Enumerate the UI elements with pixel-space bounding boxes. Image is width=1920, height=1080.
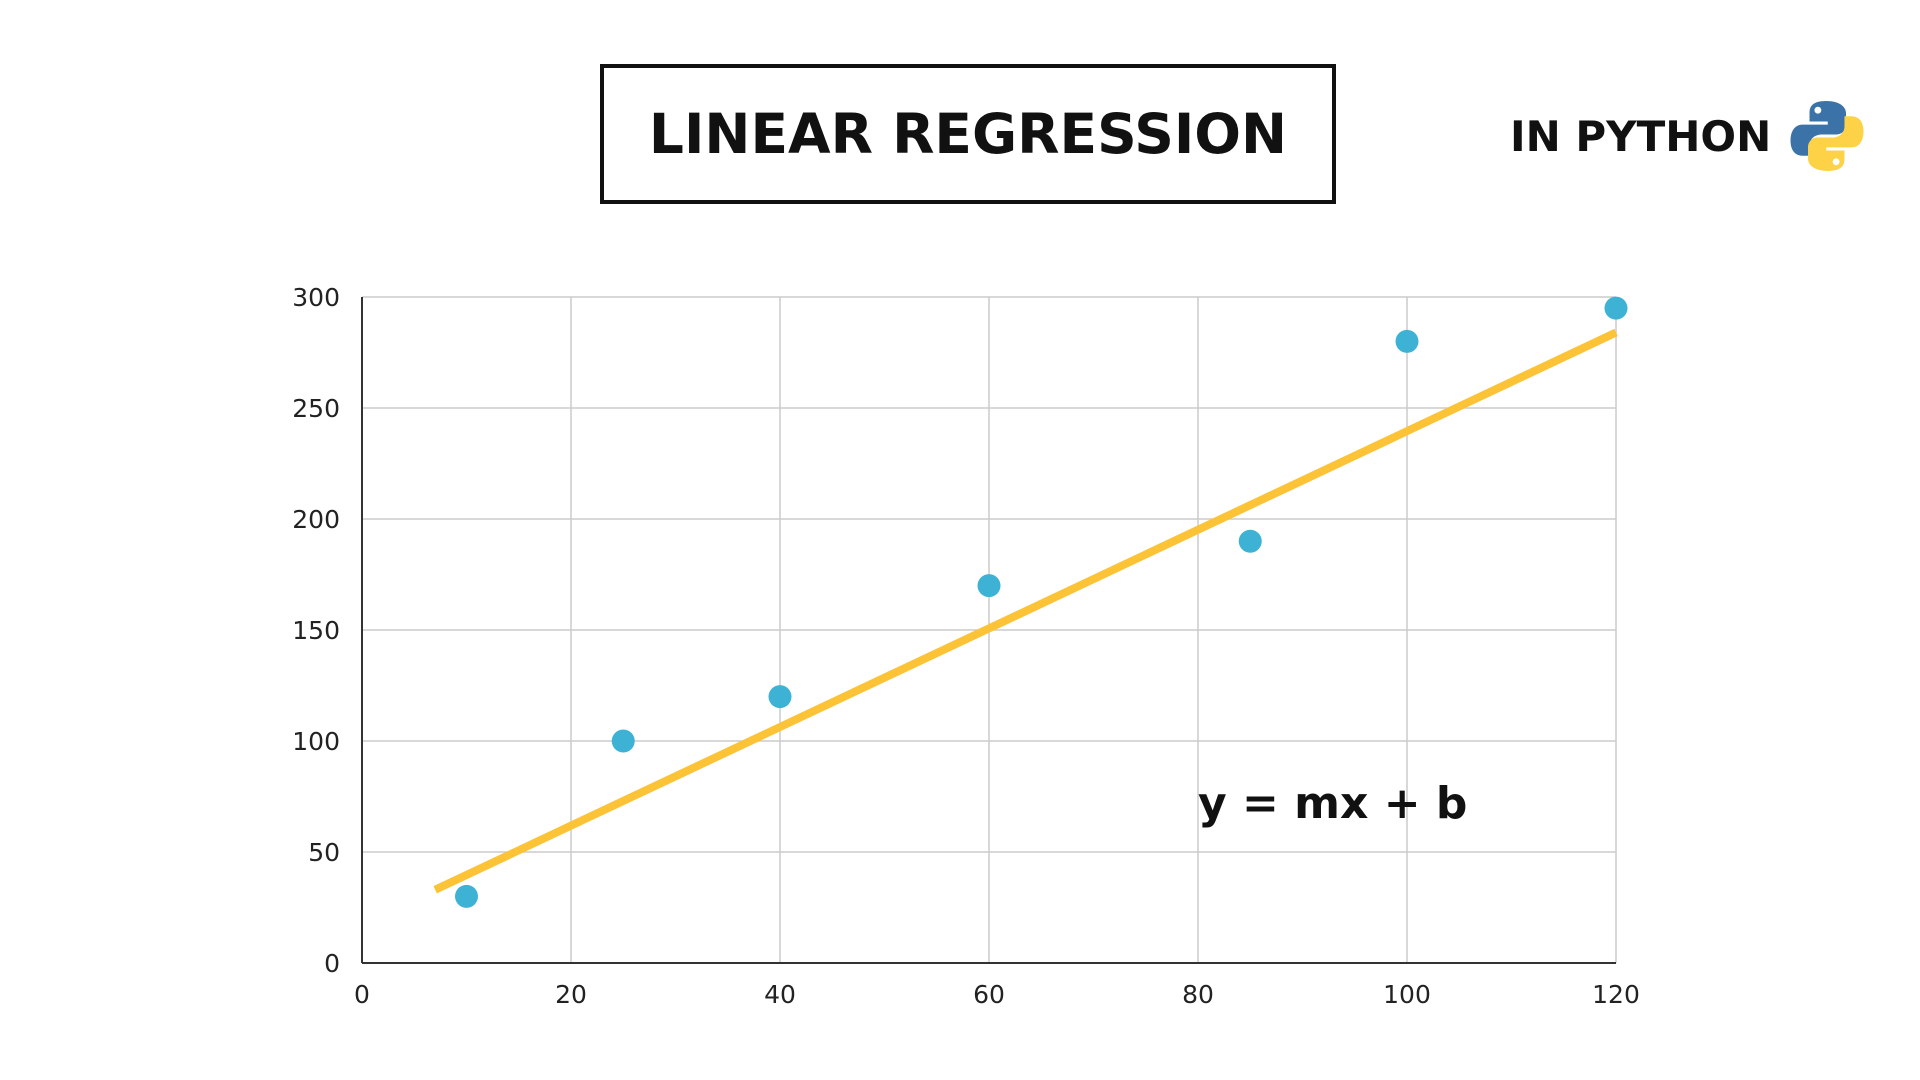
x-tick-label: 20 [555, 980, 587, 1009]
y-tick-label: 200 [292, 505, 340, 534]
python-badge: IN PYTHON [1510, 96, 1865, 176]
python-logo-blue-eye [1814, 106, 1822, 114]
y-tick-label: 0 [324, 949, 340, 978]
data-point [1604, 296, 1628, 320]
python-logo-yellow-eye [1832, 158, 1840, 166]
data-point [977, 574, 1001, 598]
y-tick-label: 300 [292, 283, 340, 312]
x-tick-label: 100 [1383, 980, 1431, 1009]
y-tick-label: 50 [308, 838, 340, 867]
badge-label: IN PYTHON [1510, 111, 1772, 161]
python-logo-icon [1790, 101, 1864, 171]
x-tick-label: 0 [354, 980, 370, 1009]
data-point [768, 685, 792, 709]
python-logo-yellow-half [1808, 116, 1864, 171]
data-point [611, 729, 635, 753]
regression-line [433, 328, 1618, 894]
equation-annotation: y = mx + b [1198, 778, 1467, 829]
y-tick-label: 150 [292, 616, 340, 645]
x-tick-label: 60 [973, 980, 1005, 1009]
x-tick-label: 40 [764, 980, 796, 1009]
data-point [1395, 329, 1419, 353]
data-point [455, 884, 478, 908]
x-tick-label: 120 [1592, 980, 1640, 1009]
data-point [1238, 529, 1262, 553]
y-tick-label: 250 [292, 394, 340, 423]
python-logo-blue-half [1790, 101, 1847, 156]
y-tick-label: 100 [292, 727, 340, 756]
page-title: LINEAR REGRESSION [648, 102, 1288, 166]
x-tick-label: 80 [1182, 980, 1214, 1009]
title-box: LINEAR REGRESSION [600, 64, 1336, 204]
